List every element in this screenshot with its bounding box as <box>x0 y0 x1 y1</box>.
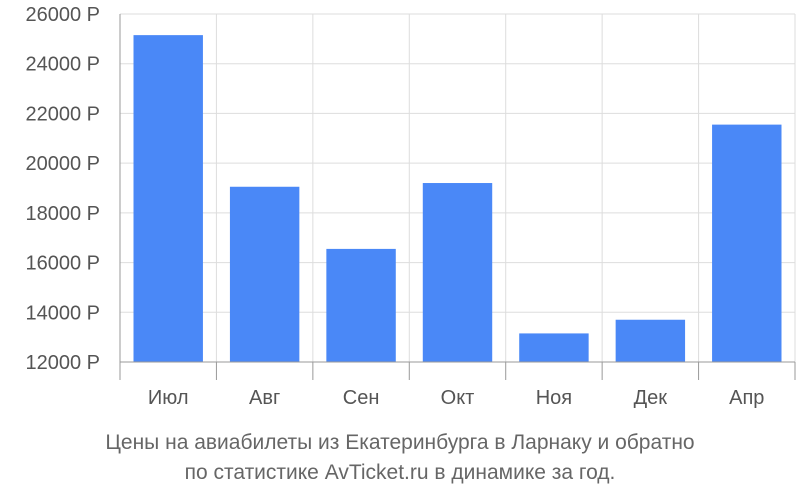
bar <box>133 35 203 362</box>
bar <box>712 124 782 362</box>
x-tick-label: Окт <box>441 387 475 409</box>
x-tick-label: Дек <box>634 387 668 409</box>
bar <box>615 319 686 362</box>
axes <box>119 14 796 380</box>
x-tick-label: Авг <box>249 387 280 409</box>
tick-labels: 12000 Р 14000 Р 16000 Р 18000 Р 20000 Р 22000… <box>25 4 764 409</box>
y-tick-label: 24000 Р <box>25 54 100 76</box>
x-tick-label: Июл <box>148 387 189 409</box>
bars <box>133 35 782 362</box>
y-tick-label: 18000 Р <box>25 203 100 225</box>
y-tick-label: 22000 Р <box>25 103 100 125</box>
bar <box>422 183 493 362</box>
y-tick-label: 14000 Р <box>25 302 100 324</box>
bar <box>519 333 589 362</box>
caption-line-2: по статистике AvTicket.ru в динамике за … <box>184 461 616 484</box>
y-tick-label: 20000 Р <box>25 153 100 175</box>
bar <box>326 248 396 362</box>
bar <box>229 186 300 362</box>
x-tick-label: Сен <box>343 387 380 409</box>
x-tick-label: Ноя <box>536 387 572 409</box>
caption-line-1: Цены на авиабилеты из Екатеринбурга в Ла… <box>105 431 695 454</box>
y-tick-label: 16000 Р <box>25 253 100 275</box>
y-tick-label: 12000 Р <box>25 352 100 374</box>
x-tick-label: Апр <box>729 387 764 409</box>
bar-chart: 12000 Р 14000 Р 16000 Р 18000 Р 20000 Р 22000… <box>25 4 796 409</box>
y-tick-label: 26000 Р <box>25 4 100 26</box>
